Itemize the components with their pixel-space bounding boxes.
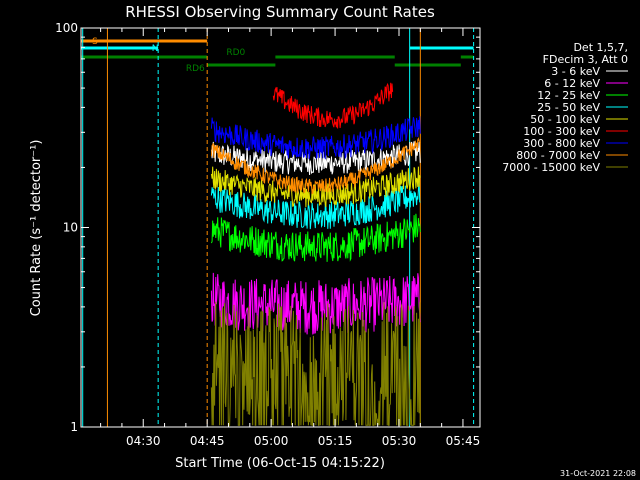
x-tick-label: 05:00 — [254, 434, 289, 448]
legend-entry-label: 50 - 100 keV — [530, 113, 600, 126]
series-line-6 — [210, 116, 421, 160]
series-line-7 — [210, 136, 421, 194]
chart-title: RHESSI Observing Summary Count Rates — [125, 3, 435, 21]
flag-label-n: N — [152, 44, 159, 54]
flag-label-rd0: RD0 — [226, 48, 245, 58]
series-line-4 — [210, 166, 421, 208]
x-tick-label: 05:45 — [446, 434, 481, 448]
x-tick-label: 04:30 — [126, 434, 161, 448]
x-tick-label: 04:45 — [190, 434, 225, 448]
legend-entry-label: 800 - 7000 keV — [516, 149, 600, 162]
series-line-3 — [210, 180, 421, 230]
y-tick-label: 10 — [63, 221, 78, 235]
legend-header-line: FDecim 3, Att 0 — [543, 53, 628, 66]
legend-entry-label: 25 - 50 keV — [537, 101, 600, 114]
legend-entry-label: 3 - 6 keV — [551, 65, 600, 78]
plot-area: S N RD0 RD6 — [81, 28, 475, 427]
flag-label-rd6: RD6 — [186, 64, 205, 74]
y-axis-label: Count Rate (s⁻¹ detector⁻¹) — [29, 140, 44, 317]
x-axis-ticks: 04:30 04:45 05:00 05:15 05:30 05:45 — [100, 28, 481, 448]
y-tick-label: 1 — [70, 420, 78, 434]
x-tick-label: 05:15 — [318, 434, 353, 448]
series-line-1 — [210, 272, 421, 335]
series-line-0 — [210, 141, 421, 176]
x-axis-label: Start Time (06-Oct-15 04:15:22) — [175, 456, 385, 471]
x-tick-label: 05:30 — [382, 434, 417, 448]
legend-entry-label: 300 - 800 keV — [523, 137, 600, 150]
series-line-5 — [272, 82, 394, 129]
series-line-2 — [210, 213, 421, 262]
flag-label-s: S — [92, 37, 98, 47]
series-line-8 — [210, 301, 421, 426]
legend-entry-label: 12 - 25 keV — [537, 89, 600, 102]
timestamp-footer: 31-Oct-2021 22:08 — [560, 469, 636, 478]
legend-entry-label: 6 - 12 keV — [544, 77, 600, 90]
legend-entry-label: 100 - 300 keV — [523, 125, 600, 138]
legend-entry-label: 7000 - 15000 keV — [502, 161, 600, 174]
y-axis-ticks: 1 10 100 — [55, 21, 480, 434]
legend-header-line: Det 1,5,7, — [573, 41, 628, 54]
y-tick-label: 100 — [55, 21, 78, 35]
